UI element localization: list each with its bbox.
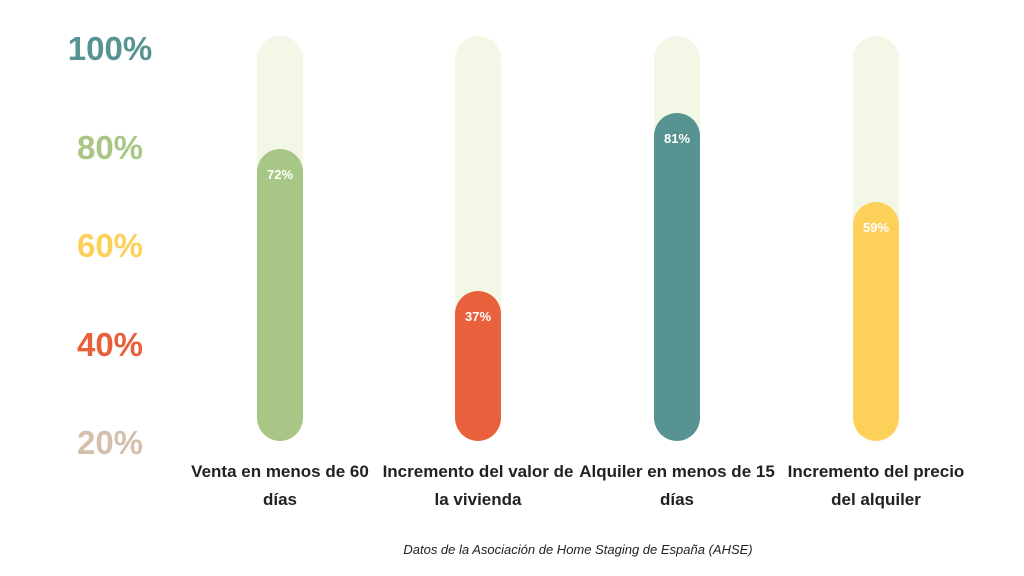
bar-track: 59% xyxy=(853,36,899,441)
y-tick-label: 100% xyxy=(67,30,153,67)
category-label: Venta en menos de 60 días xyxy=(191,462,369,509)
category-label: Incremento del precio del alquiler xyxy=(787,462,965,509)
y-tick-label: 60% xyxy=(76,227,144,264)
bar: 37% xyxy=(455,291,501,441)
data-label: 81% xyxy=(663,130,691,146)
y-tick-label: 80% xyxy=(76,129,144,166)
data-label: 37% xyxy=(464,309,492,325)
bar: 59% xyxy=(853,202,899,441)
bar: 81% xyxy=(654,112,700,441)
y-tick-label: 20% xyxy=(76,424,144,461)
source-note: Datos de la Asociación de Home Staging d… xyxy=(0,542,1024,557)
bar: 72% xyxy=(257,149,303,441)
y-tick-label: 40% xyxy=(76,326,144,363)
bar-track: 81% xyxy=(654,36,700,441)
data-label: 72% xyxy=(266,167,294,183)
data-label: 59% xyxy=(862,220,890,236)
source-text: Datos de la Asociación de Home Staging d… xyxy=(403,542,753,557)
bar-track: 37% xyxy=(455,36,501,441)
category-label: Incremento del valor de la vivienda xyxy=(382,462,574,509)
bar-track: 72% xyxy=(257,36,303,441)
category-label: Alquiler en menos de 15 días xyxy=(579,462,775,509)
